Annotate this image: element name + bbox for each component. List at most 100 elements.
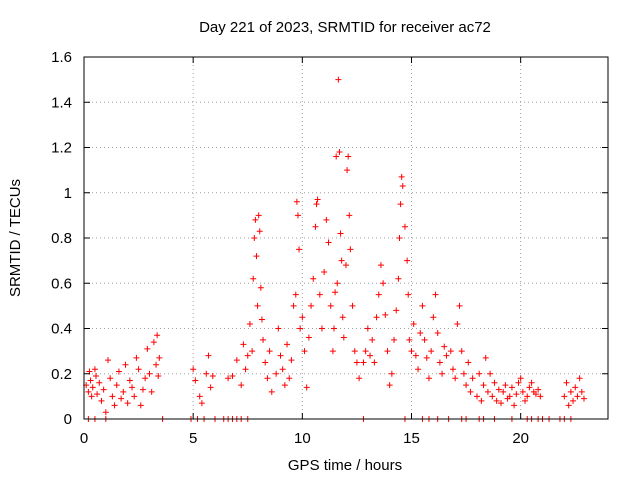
data-points	[83, 76, 587, 422]
data-point	[513, 391, 520, 398]
data-point	[343, 262, 349, 269]
x-tick-label: 20	[512, 430, 529, 447]
data-point	[293, 198, 300, 205]
data-point	[155, 373, 162, 380]
data-point	[434, 330, 441, 337]
data-point	[336, 149, 343, 156]
data-point	[120, 388, 127, 395]
data-point	[465, 359, 472, 366]
data-point	[489, 393, 496, 400]
data-point	[511, 402, 518, 409]
data-point	[126, 377, 133, 384]
data-point	[380, 280, 387, 287]
data-point	[491, 379, 498, 386]
data-point	[209, 373, 216, 380]
data-point	[428, 348, 435, 355]
data-point	[115, 368, 122, 375]
plot-frame	[83, 56, 609, 420]
data-point	[508, 384, 515, 391]
data-point	[266, 348, 273, 355]
data-point	[321, 268, 328, 275]
data-point	[288, 357, 295, 364]
data-point	[480, 382, 487, 389]
data-point	[495, 386, 502, 393]
data-point	[294, 212, 301, 219]
data-point	[303, 384, 310, 391]
data-point	[118, 395, 125, 402]
data-point	[399, 182, 406, 189]
data-point	[264, 375, 271, 382]
data-point	[526, 384, 533, 391]
data-point	[192, 377, 199, 384]
data-point	[463, 382, 470, 389]
data-point	[398, 173, 405, 180]
data-point	[377, 262, 384, 269]
data-point	[519, 388, 526, 395]
data-point	[102, 409, 109, 416]
data-point	[364, 325, 371, 332]
data-point	[338, 257, 345, 264]
data-point	[203, 370, 210, 377]
data-point	[401, 223, 408, 230]
data-point	[397, 201, 404, 208]
data-point	[524, 393, 531, 400]
data-point	[449, 366, 456, 373]
data-point	[415, 366, 422, 373]
data-point	[447, 348, 454, 355]
data-point	[323, 216, 330, 223]
data-point	[337, 230, 344, 237]
data-point	[256, 228, 263, 235]
data-point	[251, 235, 258, 241]
x-tick-label: 10	[294, 430, 311, 447]
data-point	[207, 384, 214, 391]
data-point	[467, 388, 474, 395]
data-point	[229, 373, 236, 380]
data-point	[430, 314, 437, 321]
data-point	[469, 375, 476, 382]
data-point	[353, 359, 360, 366]
data-point	[233, 357, 240, 364]
data-point	[346, 212, 353, 219]
y-tick-label: 0.6	[51, 275, 72, 292]
data-point	[528, 379, 535, 386]
data-point	[349, 302, 356, 309]
data-point	[279, 366, 286, 373]
data-point	[313, 201, 320, 208]
data-point	[286, 375, 293, 382]
data-point	[107, 375, 114, 382]
data-point	[308, 302, 315, 309]
data-point	[565, 402, 572, 409]
data-point	[487, 370, 494, 377]
data-point	[339, 314, 346, 321]
data-point	[439, 370, 446, 377]
data-point	[572, 384, 579, 391]
data-point	[356, 375, 363, 382]
data-point	[205, 352, 212, 359]
data-point	[340, 334, 347, 341]
data-point	[395, 275, 402, 282]
axis-ticks	[83, 56, 608, 420]
data-point	[249, 348, 256, 355]
data-point	[335, 76, 342, 83]
y-tick-label: 1.2	[51, 140, 72, 157]
y-tick-label: 0	[64, 411, 72, 428]
data-point	[301, 348, 308, 355]
data-point	[574, 393, 581, 400]
data-point	[425, 375, 432, 382]
data-point	[535, 386, 542, 393]
data-point	[367, 352, 374, 359]
y-tick-label: 1	[64, 185, 72, 202]
data-point	[242, 366, 249, 373]
data-point	[113, 382, 120, 389]
data-point	[98, 397, 105, 404]
data-point	[456, 302, 463, 309]
data-point	[109, 393, 116, 400]
data-point	[408, 348, 415, 355]
data-point	[156, 354, 163, 361]
data-point	[561, 393, 568, 400]
data-point	[570, 397, 577, 404]
data-point	[333, 153, 340, 160]
data-point	[375, 291, 382, 298]
data-point	[137, 402, 144, 409]
